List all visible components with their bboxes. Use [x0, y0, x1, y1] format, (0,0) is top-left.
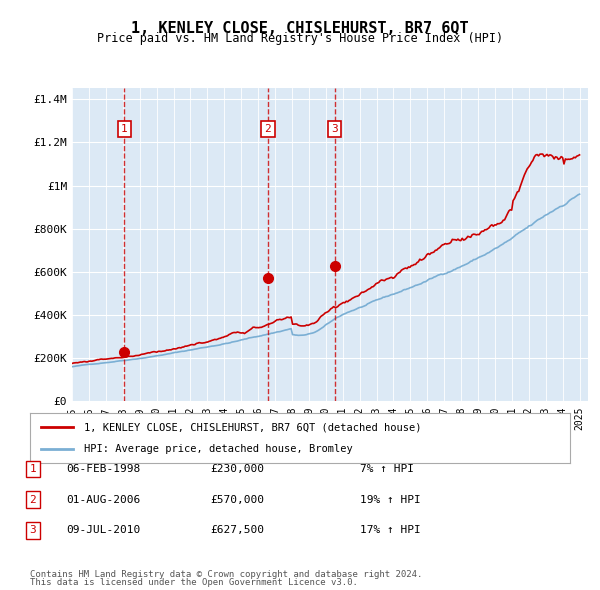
Text: 1: 1: [29, 464, 37, 474]
Text: 1, KENLEY CLOSE, CHISLEHURST, BR7 6QT (detached house): 1, KENLEY CLOSE, CHISLEHURST, BR7 6QT (d…: [84, 422, 421, 432]
Text: 06-FEB-1998: 06-FEB-1998: [66, 464, 140, 474]
Text: Price paid vs. HM Land Registry's House Price Index (HPI): Price paid vs. HM Land Registry's House …: [97, 32, 503, 45]
Text: 19% ↑ HPI: 19% ↑ HPI: [360, 495, 421, 504]
Text: 2: 2: [265, 124, 271, 134]
Text: £230,000: £230,000: [210, 464, 264, 474]
Text: This data is licensed under the Open Government Licence v3.0.: This data is licensed under the Open Gov…: [30, 578, 358, 587]
Text: 17% ↑ HPI: 17% ↑ HPI: [360, 526, 421, 535]
Text: £570,000: £570,000: [210, 495, 264, 504]
Text: HPI: Average price, detached house, Bromley: HPI: Average price, detached house, Brom…: [84, 444, 353, 454]
Text: £627,500: £627,500: [210, 526, 264, 535]
Text: 3: 3: [331, 124, 338, 134]
Text: 09-JUL-2010: 09-JUL-2010: [66, 526, 140, 535]
Text: 1: 1: [121, 124, 128, 134]
Text: 01-AUG-2006: 01-AUG-2006: [66, 495, 140, 504]
Text: 1, KENLEY CLOSE, CHISLEHURST, BR7 6QT: 1, KENLEY CLOSE, CHISLEHURST, BR7 6QT: [131, 21, 469, 35]
Text: 7% ↑ HPI: 7% ↑ HPI: [360, 464, 414, 474]
Text: 2: 2: [29, 495, 37, 504]
Text: Contains HM Land Registry data © Crown copyright and database right 2024.: Contains HM Land Registry data © Crown c…: [30, 571, 422, 579]
Text: 3: 3: [29, 526, 37, 535]
